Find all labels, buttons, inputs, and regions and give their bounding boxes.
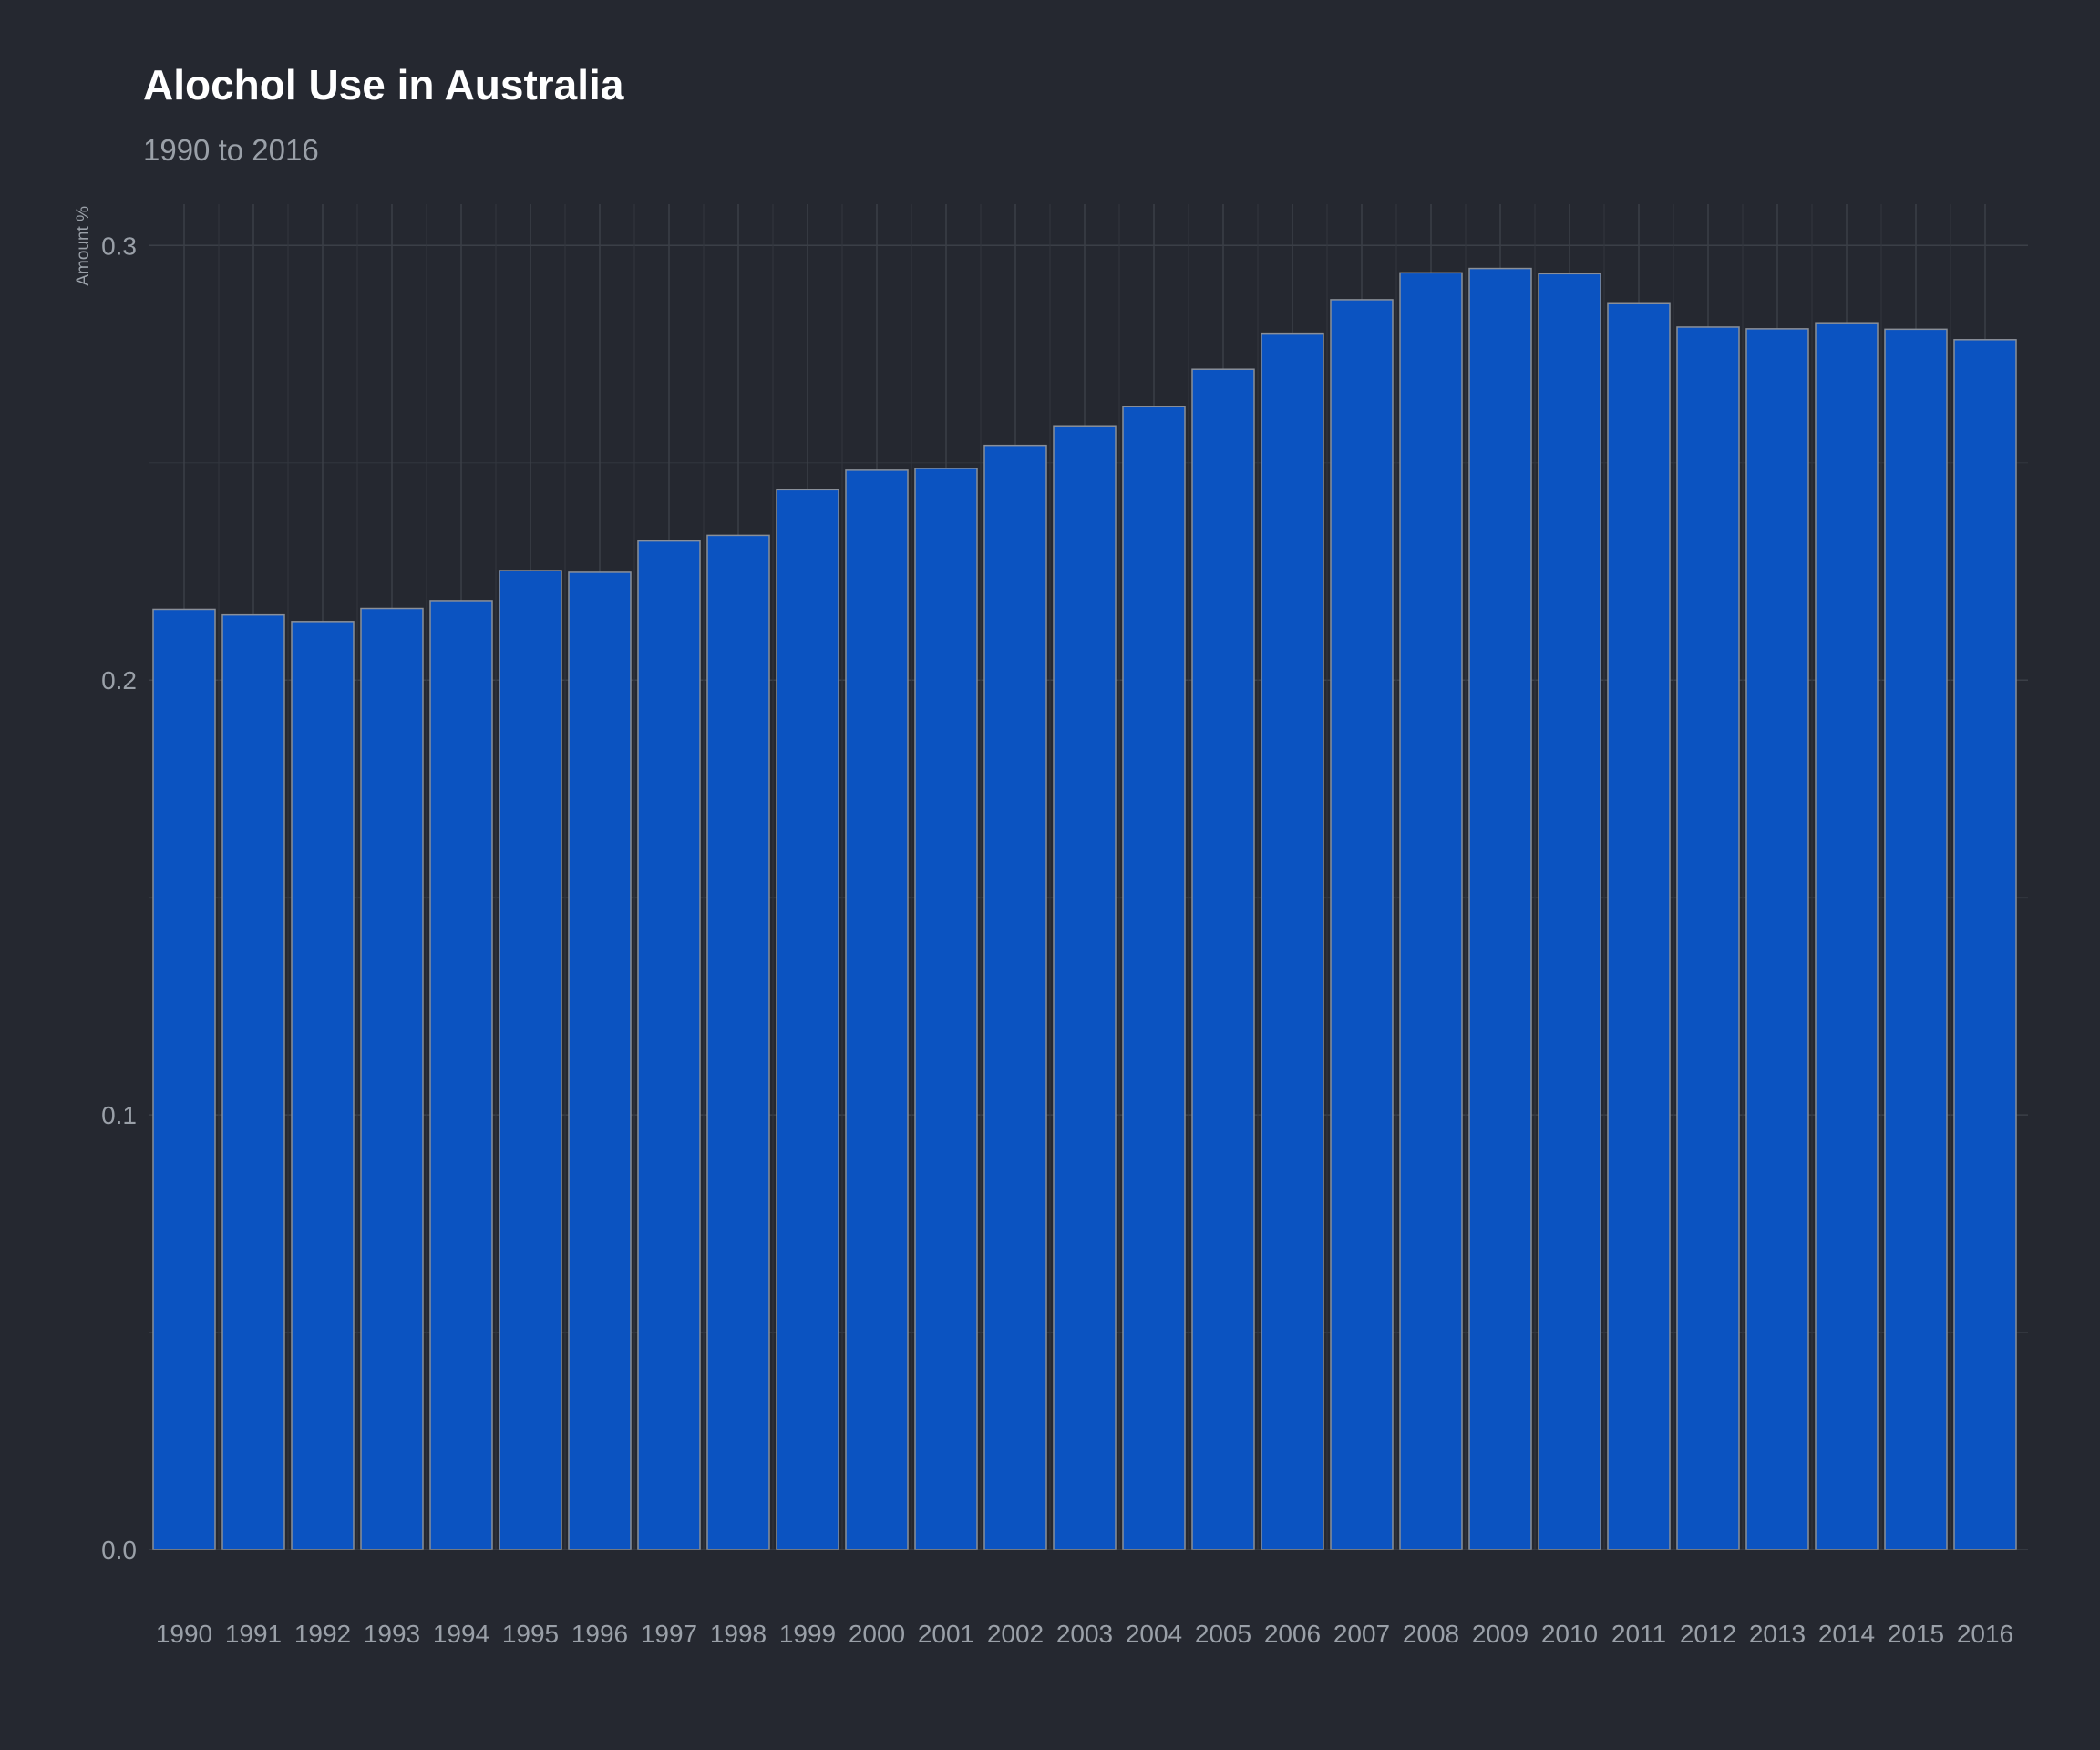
x-tick-label: 1990 xyxy=(156,1620,212,1648)
x-tick-label: 1993 xyxy=(364,1620,420,1648)
x-tick-label: 2005 xyxy=(1195,1620,1251,1648)
bar-2008 xyxy=(1399,272,1463,1550)
bar-2005 xyxy=(1191,368,1255,1550)
x-tick-label: 2002 xyxy=(987,1620,1044,1648)
chart-title: Alochol Use in Australia xyxy=(143,61,624,108)
x-tick-label: 2008 xyxy=(1403,1620,1459,1648)
bar-2016 xyxy=(1953,339,2017,1550)
y-axis-title: Amount % xyxy=(74,206,93,286)
bar-2011 xyxy=(1607,302,1671,1550)
x-tick-label: 1997 xyxy=(641,1620,697,1648)
x-tick-label: 1998 xyxy=(710,1620,767,1648)
bar-2006 xyxy=(1261,332,1324,1550)
bar-1997 xyxy=(637,540,701,1550)
bar-2002 xyxy=(983,444,1047,1550)
bar-2010 xyxy=(1538,273,1601,1550)
y-tick-label: 0.3 xyxy=(101,232,137,260)
bar-2001 xyxy=(914,468,978,1550)
bar-2012 xyxy=(1676,326,1740,1550)
y-tick-labels: 0.0 0.1 0.2 0.3 xyxy=(101,232,137,1564)
x-tick-label: 2003 xyxy=(1056,1620,1113,1648)
bar-2013 xyxy=(1745,328,1809,1550)
bar-1998 xyxy=(706,534,770,1550)
bar-2009 xyxy=(1468,267,1532,1550)
bar-2015 xyxy=(1884,328,1948,1550)
bar-1992 xyxy=(291,621,355,1550)
x-tick-label: 1991 xyxy=(225,1620,282,1648)
bar-2003 xyxy=(1053,425,1117,1550)
x-tick-label: 2009 xyxy=(1472,1620,1529,1648)
bars-group xyxy=(152,267,2017,1550)
x-tick-label: 2016 xyxy=(1957,1620,2013,1648)
bar-1999 xyxy=(776,489,839,1550)
x-tick-label: 2011 xyxy=(1611,1620,1666,1648)
bar-2014 xyxy=(1815,322,1879,1550)
x-tick-label: 1994 xyxy=(433,1620,489,1648)
x-tick-label: 2015 xyxy=(1888,1620,1944,1648)
x-tick-label: 2012 xyxy=(1680,1620,1736,1648)
bar-1991 xyxy=(221,613,285,1550)
x-tick-label: 1999 xyxy=(779,1620,836,1648)
x-tick-label: 1992 xyxy=(294,1620,351,1648)
x-tick-label: 2013 xyxy=(1749,1620,1806,1648)
bar-2007 xyxy=(1330,299,1394,1550)
x-tick-label: 2004 xyxy=(1126,1620,1182,1648)
x-tick-label: 1996 xyxy=(571,1620,628,1648)
y-tick-label: 0.1 xyxy=(101,1101,137,1129)
x-tick-label: 2001 xyxy=(918,1620,974,1648)
bar-1994 xyxy=(429,600,493,1550)
bar-1990 xyxy=(152,608,216,1550)
bar-1993 xyxy=(360,607,424,1550)
x-tick-labels: 1990 1991 1992 1993 1994 1995 1996 1997 1998 1999… xyxy=(156,1620,2013,1648)
bar-2004 xyxy=(1122,406,1186,1550)
y-tick-label: 0.2 xyxy=(101,666,137,695)
chart-subtitle: 1990 to 2016 xyxy=(143,133,319,167)
y-tick-label: 0.0 xyxy=(101,1536,137,1564)
bar-1995 xyxy=(499,570,562,1550)
bar-1996 xyxy=(568,571,632,1550)
bar-2000 xyxy=(845,469,909,1550)
x-tick-label: 2006 xyxy=(1264,1620,1321,1648)
x-tick-label: 2007 xyxy=(1333,1620,1390,1648)
x-tick-label: 1995 xyxy=(502,1620,559,1648)
x-tick-label: 2010 xyxy=(1541,1620,1598,1648)
x-tick-label: 2014 xyxy=(1818,1620,1875,1648)
x-tick-label: 2000 xyxy=(849,1620,905,1648)
